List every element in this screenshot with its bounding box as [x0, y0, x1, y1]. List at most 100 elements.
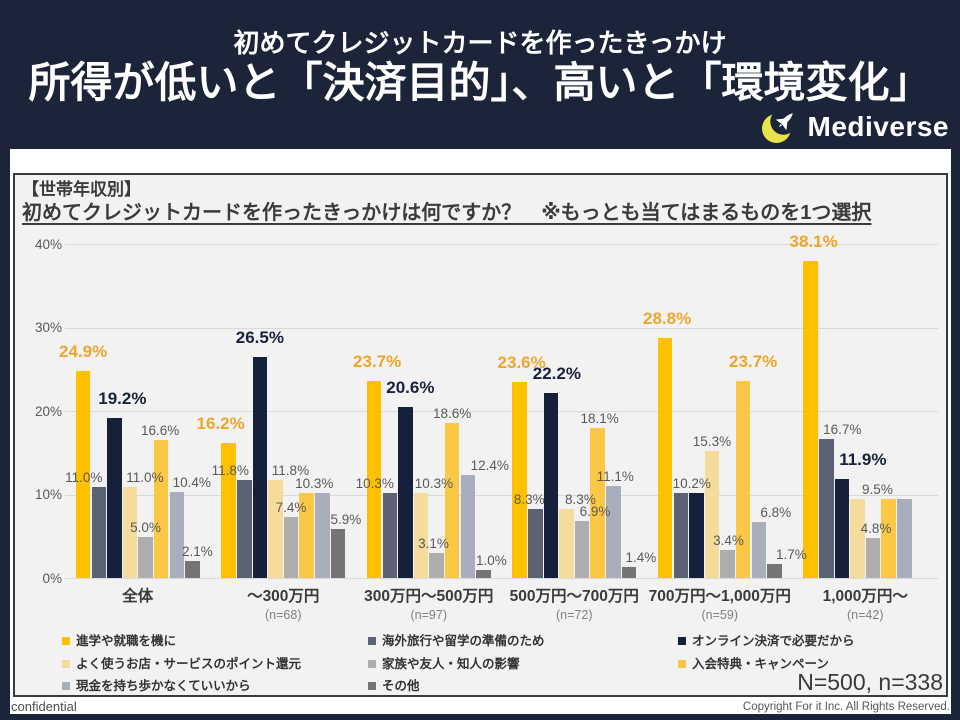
category-label-300万円～500万円: 300万円～500万円: [364, 588, 494, 605]
bar-500万円～700万円-s1: [512, 381, 527, 579]
bar-1,000万円～-s4: [850, 499, 865, 579]
bar-300万円～500万円-s2: [382, 492, 397, 579]
bar-value-label: 1.4%: [625, 549, 657, 565]
bar-300万円～500万円-s8: [476, 570, 491, 579]
slide-title: 所得が低いと「決済目的」、高いと「環境変化」: [28, 59, 932, 106]
category-n-label: (n=72): [556, 608, 593, 622]
bar-1,000万円～-s5: [865, 538, 881, 579]
bar-value-label: 16.2%: [196, 414, 245, 434]
bar-700万円～1,000万円-s7: [751, 521, 766, 579]
bar-value-label: 8.3%: [513, 492, 545, 508]
bar-300万円～500万円-s5: [429, 552, 444, 579]
legend-item: 家族や友人・知人の影響: [368, 656, 520, 672]
bar-value-label: 3.1%: [418, 535, 449, 551]
bar-500万円～700万円-s3: [543, 393, 559, 579]
bar-value-label: 18.6%: [433, 406, 472, 422]
gridline-10: [65, 494, 938, 496]
bar-500万円～700万円-s7: [606, 485, 621, 579]
sample-size-note: N=500, n=338: [797, 669, 943, 695]
gridline-30: [65, 327, 938, 329]
bar-～300万円-s2: [237, 480, 252, 579]
legend-item: よく使うお店・サービスのポイント還元: [62, 656, 301, 672]
bar-全体-s7: [169, 491, 184, 579]
bar-value-label: 11.1%: [596, 468, 634, 484]
legend-swatch: [368, 637, 376, 645]
bar-value-label: 38.1%: [789, 231, 838, 251]
y-axis-label-40: 40%: [34, 236, 62, 252]
y-axis-label-20: 20%: [34, 403, 62, 419]
bar-value-label: 23.6%: [497, 352, 546, 372]
y-axis-label-10: 10%: [34, 487, 62, 503]
gridline-0: [65, 578, 938, 579]
bar-全体-s8: [185, 560, 200, 579]
bar-全体-s3: [107, 418, 122, 579]
category-label-全体: 全体: [122, 588, 154, 605]
bar-value-label: 20.6%: [386, 377, 435, 397]
bar-value-label: 2.1%: [181, 543, 213, 559]
bar-700万円～1,000万円-s5: [720, 550, 735, 579]
bar-value-label: 10.4%: [172, 474, 211, 490]
bar-value-label: 11.9%: [839, 450, 887, 470]
category-label-～300万円: ～300万円: [247, 588, 320, 605]
legend-item: オンライン決済で必要だから: [678, 633, 855, 649]
bar-1,000万円～-s3: [834, 479, 850, 579]
bar-value-label: 5.0%: [130, 519, 161, 535]
bar-value-label: 6.8%: [760, 504, 792, 520]
legend-item: 現金を持ち歩かなくていいから: [62, 678, 251, 694]
bar-300万円～500万円-s1: [366, 380, 382, 579]
bar-value-label: 8.3%: [565, 492, 596, 508]
frame-bottom-border: [0, 714, 960, 720]
category-n-label: (n=68): [265, 608, 302, 622]
bar-value-label: 18.1%: [580, 410, 619, 426]
frame-left-border: [0, 149, 10, 720]
bar-value-label: 9.5%: [862, 482, 893, 498]
legend-swatch: [62, 659, 70, 668]
legend-swatch: [62, 681, 70, 690]
bar-1,000万円～-s6: [881, 499, 896, 579]
bar-500万円～700万円-s2: [528, 509, 543, 579]
legend-label: その他: [382, 678, 420, 693]
bar-value-label: 10.3%: [295, 475, 334, 491]
bar-500万円～700万円-s5: [574, 520, 590, 579]
logo: Mediverse: [761, 108, 949, 146]
footer-copyright: Copyright For it Inc. All Rights Reserve…: [742, 701, 950, 713]
legend-label: 現金を持ち歩かなくていいから: [76, 678, 251, 693]
bar-value-label: 11.0%: [65, 469, 103, 485]
bar-value-label: 11.0%: [126, 469, 164, 485]
bar-500万円～700万円-s8: [621, 566, 637, 579]
bar-500万円～700万円-s4: [559, 509, 574, 579]
bar-value-label: 10.2%: [672, 476, 711, 492]
bar-value-label: 1.7%: [775, 547, 807, 563]
legend-swatch: [368, 659, 376, 668]
bar-全体-s6: [153, 440, 169, 579]
bar-～300万円-s1: [221, 443, 236, 579]
bar-全体-s2: [91, 486, 106, 579]
y-axis-label-0: 0%: [42, 570, 62, 586]
bar-1,000万円～-s2: [819, 439, 834, 579]
gridline-20: [65, 411, 938, 413]
bar-300万円～500万円-s7: [460, 475, 475, 579]
legend-label: 家族や友人・知人の影響: [382, 656, 520, 671]
y-axis-label-30: 30%: [34, 320, 62, 336]
bar-1,000万円～-s7: [897, 499, 912, 579]
category-label-1,000万円～: 1,000万円～: [822, 588, 908, 605]
bar-value-label: 5.9%: [330, 512, 362, 528]
category-n-label: (n=59): [701, 608, 738, 622]
bar-700万円～1,000万円-s8: [767, 564, 782, 579]
category-label-500万円～700万円: 500万円～700万円: [509, 588, 639, 605]
bar-value-label: 24.9%: [59, 341, 108, 361]
logo-text: Mediverse: [807, 111, 949, 142]
bar-value-label: 12.4%: [470, 458, 509, 474]
bar-全体-s5: [138, 536, 153, 579]
bar-value-label: 10.3%: [414, 475, 454, 491]
bar-700万円～1,000万円-s6: [735, 380, 751, 579]
bar-300万円～500万円-s4: [413, 492, 429, 579]
chart-panel: [13, 173, 948, 697]
bar-value-label: 6.9%: [579, 503, 611, 519]
crescent-rocket-icon: [761, 108, 801, 146]
slide-subtitle: 初めてクレジットカードを作ったきっかけ: [233, 28, 727, 58]
legend-swatch: [678, 659, 686, 668]
bar-value-label: 22.2%: [532, 364, 581, 384]
